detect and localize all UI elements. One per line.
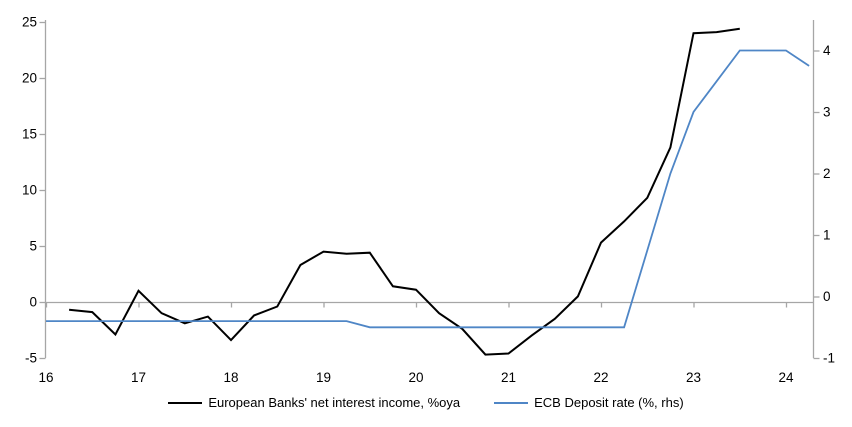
x-axis-tick-label: 23 (686, 370, 701, 385)
x-axis-tick-label: 19 (316, 370, 331, 385)
legend-line-sample-nii (168, 401, 203, 404)
left-axis-tick-label: 20 (22, 71, 37, 86)
series-line-net-interest-income (69, 27, 740, 356)
series-line-ecb-deposit-rate (46, 49, 810, 329)
left-axis-tick-label: 15 (22, 127, 37, 142)
left-axis-tick-label: -5 (25, 351, 37, 366)
legend: European Banks' net interest income, %oy… (0, 395, 852, 410)
x-axis-tick-label: 18 (223, 370, 238, 385)
left-axis-tick-label: 10 (22, 183, 37, 198)
legend-item-ecb: ECB Deposit rate (%, rhs) (494, 395, 684, 410)
x-axis-tick-label: 22 (593, 370, 608, 385)
right-axis-tick-label: 4 (823, 43, 831, 58)
right-axis-tick-label: 0 (823, 289, 831, 304)
right-axis-tick-label: 3 (823, 105, 831, 120)
x-axis-tick-label: 17 (131, 370, 146, 385)
right-axis-tick-label: 2 (823, 166, 831, 181)
x-axis-tick-label: 21 (501, 370, 516, 385)
x-axis-tick-label: 24 (778, 370, 794, 385)
right-axis-tick-label: 1 (823, 228, 831, 243)
left-axis-tick-label: 5 (29, 239, 37, 254)
legend-item-nii: European Banks' net interest income, %oy… (168, 395, 460, 410)
right-axis-tick-label: -1 (823, 351, 835, 366)
legend-label-ecb: ECB Deposit rate (%, rhs) (534, 395, 684, 410)
x-axis-tick-label: 20 (408, 370, 423, 385)
left-axis-tick-label: 25 (22, 15, 37, 30)
legend-line-sample-ecb (494, 401, 529, 404)
left-axis-tick-label: 0 (29, 295, 37, 310)
legend-label-nii: European Banks' net interest income, %oy… (208, 395, 461, 410)
x-axis-tick-label: 16 (38, 370, 53, 385)
